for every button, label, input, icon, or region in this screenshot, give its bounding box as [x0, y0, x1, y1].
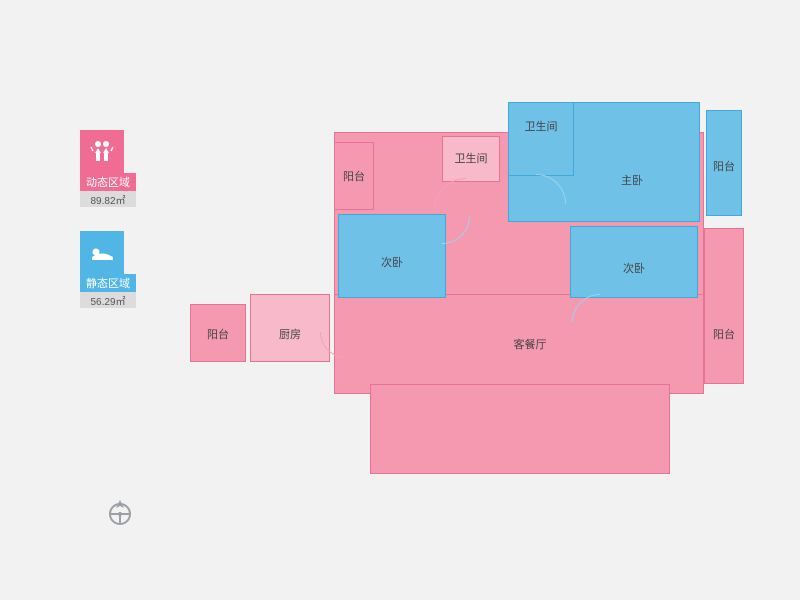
compass-icon: [106, 498, 134, 531]
label-bed2-left: 次卧: [381, 254, 403, 270]
seam-hide: [335, 298, 703, 302]
label-bath-small: 卫生间: [455, 150, 488, 166]
legend: 动态区域 89.82㎡ 静态区域 56.29㎡: [80, 130, 136, 332]
label-kitchen: 厨房: [279, 326, 301, 342]
label-bed2-right: 次卧: [623, 260, 645, 276]
sleep-icon: [80, 231, 124, 275]
floorplan: 阳台 卫生间 卫生间 主卧 阳台 次卧 次卧 阳台 厨房 阳台 客餐厅: [190, 94, 780, 494]
people-icon: [80, 130, 124, 174]
label-balcony-r: 阳台: [713, 326, 735, 342]
legend-label: 静态区域: [80, 274, 136, 292]
legend-label: 动态区域: [80, 173, 136, 191]
legend-value: 89.82㎡: [80, 191, 136, 207]
label-bath-large: 卫生间: [525, 118, 558, 134]
room-living-c: [370, 384, 670, 474]
label-living: 客餐厅: [514, 336, 547, 352]
legend-item-dynamic: 动态区域 89.82㎡: [80, 130, 136, 207]
legend-value: 56.29㎡: [80, 292, 136, 308]
label-balcony-bl: 阳台: [207, 326, 229, 342]
seam-hide: [371, 388, 669, 392]
label-balcony-tr: 阳台: [713, 158, 735, 174]
room-bath-large: [508, 102, 574, 176]
label-master-bed: 主卧: [621, 172, 643, 188]
legend-item-static: 静态区域 56.29㎡: [80, 231, 136, 308]
room-balcony-r: [704, 228, 744, 384]
label-balcony-tl: 阳台: [343, 168, 365, 184]
